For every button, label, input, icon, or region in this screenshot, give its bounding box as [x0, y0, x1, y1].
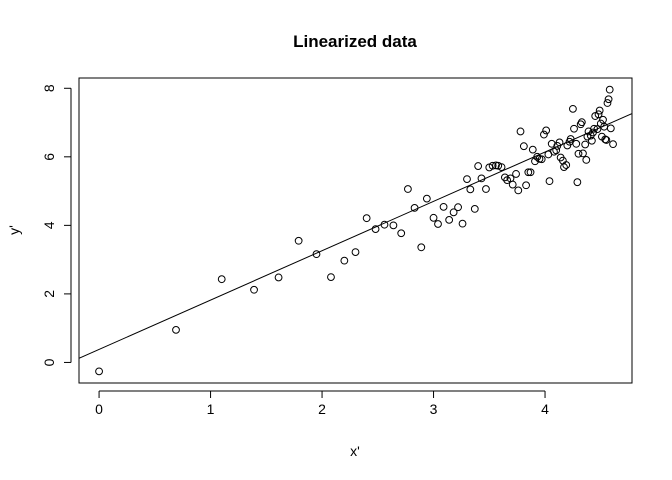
data-point: [482, 185, 490, 193]
data-point: [488, 161, 497, 170]
data-point: [595, 106, 604, 115]
data-point: [563, 141, 572, 150]
data-point: [327, 273, 335, 282]
data-point: [583, 132, 592, 141]
data-point: [95, 367, 103, 376]
data-point: [362, 214, 371, 223]
data-point: [560, 163, 568, 172]
data-point: [562, 161, 571, 169]
x-axis-label: x': [350, 443, 360, 459]
data-point: [449, 208, 458, 217]
data-point: [572, 139, 581, 148]
data-point: [371, 225, 380, 234]
data-point: [466, 185, 475, 194]
data-point: [540, 130, 548, 139]
data-point: [500, 173, 509, 182]
data-point: [516, 127, 525, 136]
data-point: [570, 124, 578, 133]
y-tick-label: 4: [41, 221, 57, 229]
data-point: [604, 95, 613, 104]
data-point: [593, 125, 602, 133]
data-points: [95, 85, 617, 376]
data-point: [380, 220, 389, 229]
data-point: [439, 202, 448, 211]
data-point: [434, 220, 442, 228]
data-point: [389, 221, 398, 230]
data-point: [514, 186, 523, 195]
data-point: [606, 124, 615, 133]
data-point: [422, 194, 431, 203]
data-point: [250, 285, 258, 294]
data-point: [552, 146, 561, 155]
data-point: [602, 136, 611, 144]
data-point: [581, 140, 590, 149]
data-point: [470, 205, 479, 213]
data-point: [274, 273, 283, 282]
x-tick-label: 0: [95, 401, 103, 417]
y-tick-label: 8: [41, 84, 57, 92]
y-axis: 0 2 4 6 8: [41, 84, 72, 366]
data-point: [494, 161, 503, 170]
data-point: [577, 118, 586, 127]
data-point: [528, 145, 537, 154]
x-tick-label: 3: [430, 401, 438, 417]
data-point: [587, 136, 596, 145]
data-point: [445, 215, 454, 224]
data-point: [522, 181, 530, 190]
data-point: [609, 140, 617, 149]
data-point: [601, 135, 610, 144]
data-point: [294, 236, 303, 245]
data-point: [579, 149, 587, 158]
x-tick-label: 1: [207, 401, 215, 417]
x-axis: 0 1 2 3 4: [95, 390, 549, 417]
y-tick-label: 0: [41, 358, 57, 366]
data-point: [569, 104, 577, 113]
data-point: [340, 256, 349, 265]
data-point: [524, 168, 533, 177]
data-point: [573, 178, 582, 187]
data-point: [547, 139, 556, 148]
data-point: [537, 155, 546, 164]
data-point: [574, 149, 583, 158]
data-point: [545, 177, 554, 186]
regression-line: [79, 113, 632, 359]
x-tick-label: 4: [541, 401, 549, 417]
x-tick-label: 2: [318, 401, 326, 417]
data-point: [542, 126, 551, 135]
data-point: [417, 243, 426, 252]
y-tick-label: 2: [41, 290, 57, 298]
data-point: [550, 147, 558, 156]
y-axis-label: y': [6, 225, 22, 235]
chart-title: Linearized data: [293, 32, 417, 51]
data-point: [594, 110, 603, 119]
data-point: [533, 152, 542, 161]
data-point: [582, 156, 591, 164]
data-point: [312, 250, 321, 259]
data-point: [404, 185, 412, 193]
data-point: [397, 229, 406, 238]
y-tick-label: 6: [41, 153, 57, 161]
data-point: [605, 85, 614, 94]
data-point: [555, 138, 564, 147]
data-point: [566, 135, 575, 143]
data-point: [454, 203, 462, 212]
data-point: [590, 124, 598, 133]
data-point: [603, 99, 612, 107]
data-point: [458, 219, 467, 228]
data-point: [463, 175, 471, 183]
data-point: [172, 325, 180, 334]
data-point: [512, 170, 520, 178]
data-point: [410, 203, 419, 212]
data-point: [477, 174, 486, 183]
data-point: [474, 162, 483, 170]
data-point: [508, 180, 517, 189]
data-point: [217, 275, 226, 284]
data-point: [526, 168, 535, 177]
data-point: [429, 213, 438, 222]
plot-frame: [78, 77, 633, 384]
data-point: [519, 142, 528, 151]
data-point: [351, 248, 360, 256]
data-point: [497, 163, 506, 172]
